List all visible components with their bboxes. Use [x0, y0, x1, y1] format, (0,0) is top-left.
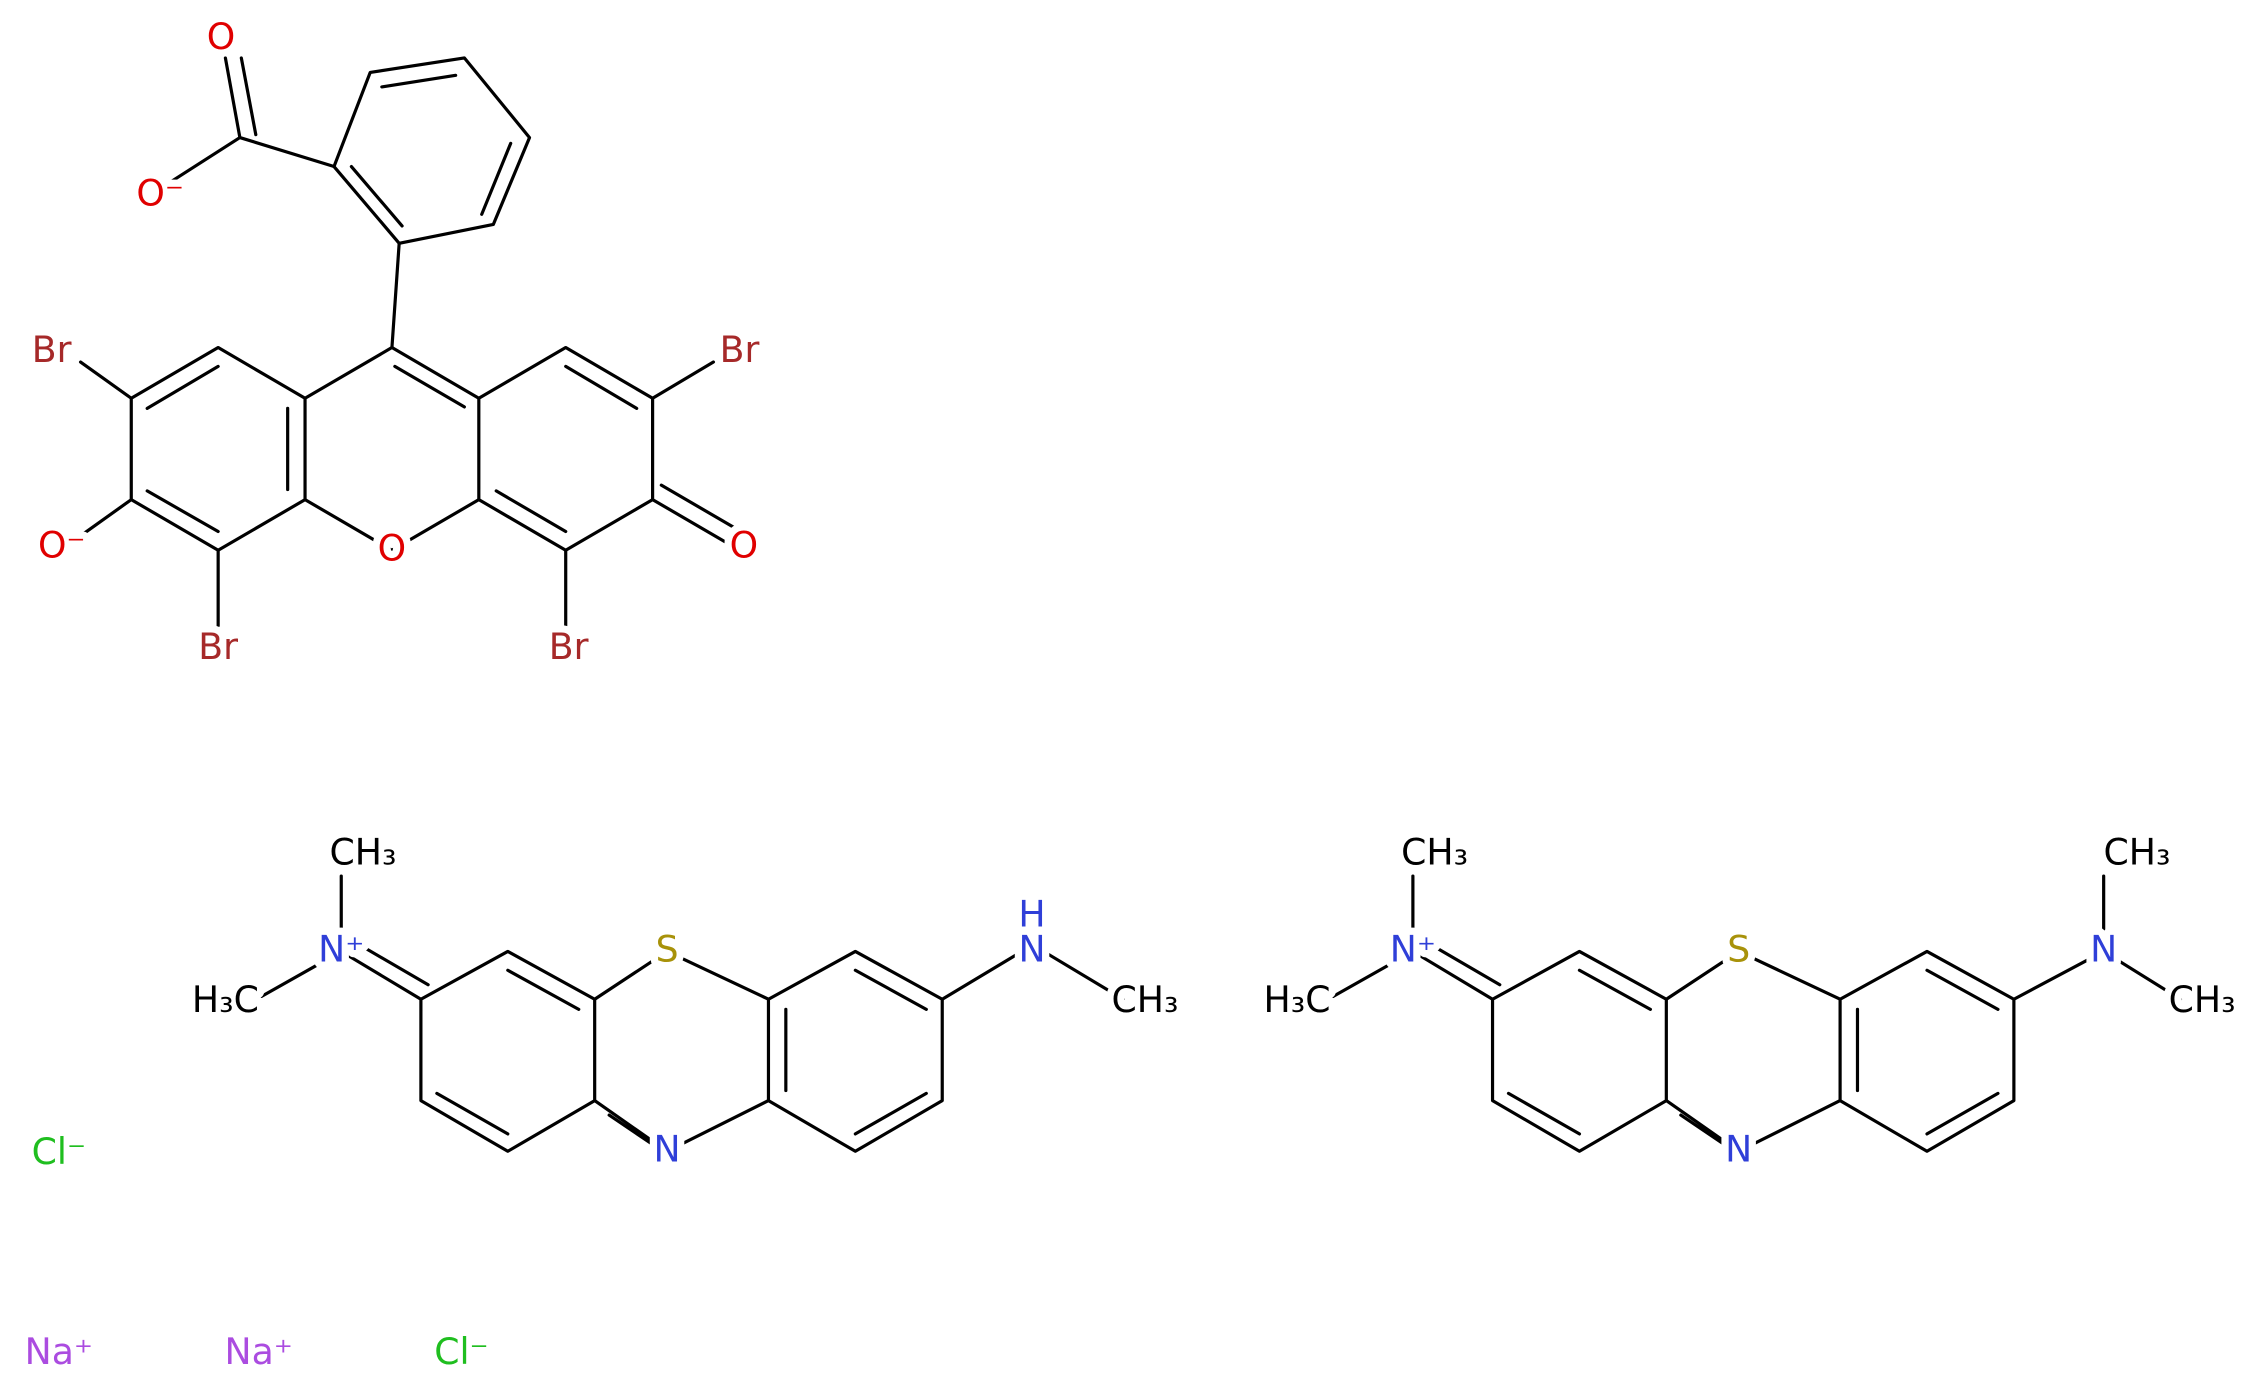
atom-label: S [1727, 927, 1750, 970]
atom-label: S [656, 927, 679, 970]
bond [477, 345, 743, 552]
bond [78, 360, 716, 628]
atom-label: N [1725, 1127, 1752, 1170]
bond [1411, 936, 1668, 1153]
atom-label: N [1018, 927, 1045, 970]
bond [1664, 949, 1842, 1156]
bond [303, 345, 481, 552]
atom-label: O⁻ [136, 172, 184, 215]
ion-label: Na⁺ [225, 1330, 293, 1373]
atom-label: N⁺ [318, 927, 364, 970]
ion-label: Cl⁻ [434, 1330, 488, 1373]
atom-label: CH₃ [1401, 830, 1468, 873]
atom-label: CH₃ [329, 830, 396, 873]
bond [332, 56, 532, 245]
atom-label: O [378, 526, 406, 569]
bond [260, 874, 1125, 1001]
atom-label: Br [549, 625, 589, 668]
atom-label: N⁺ [1390, 927, 1436, 970]
atom-label: O [730, 523, 758, 566]
atom-labels: O O⁻ Br Br Br Br O⁻ O O N⁺ CH₃ H₃C S N H… [17, 8, 2242, 1380]
atom-label: Br [720, 328, 760, 371]
atom-label: H₃C [1264, 978, 1331, 1021]
atom-label: CH₃ [2169, 978, 2236, 1021]
bond [1331, 874, 2183, 1001]
methylene-blue-bonds [1331, 874, 2183, 1156]
atom-label: Br [32, 328, 72, 371]
ion-label: Na⁺ [25, 1330, 93, 1373]
atom-label: O [207, 15, 235, 58]
atom-label: Br [198, 625, 238, 668]
bond [766, 949, 944, 1153]
atom-label: O⁻ [38, 523, 86, 566]
ion-label: Cl⁻ [32, 1130, 86, 1173]
bond [339, 936, 597, 1153]
atom-label: CH₃ [1111, 978, 1178, 1021]
atom-label: H₃C [192, 978, 259, 1021]
bonds [78, 56, 2183, 1156]
bond [593, 949, 771, 1156]
atom-label: N [2090, 927, 2117, 970]
atom-label: N [654, 1127, 681, 1170]
bond [165, 56, 401, 350]
bond [129, 345, 307, 552]
bond [1838, 949, 2016, 1153]
atom-label: CH₃ [2103, 830, 2170, 873]
azure-b-bonds [260, 874, 1125, 1156]
